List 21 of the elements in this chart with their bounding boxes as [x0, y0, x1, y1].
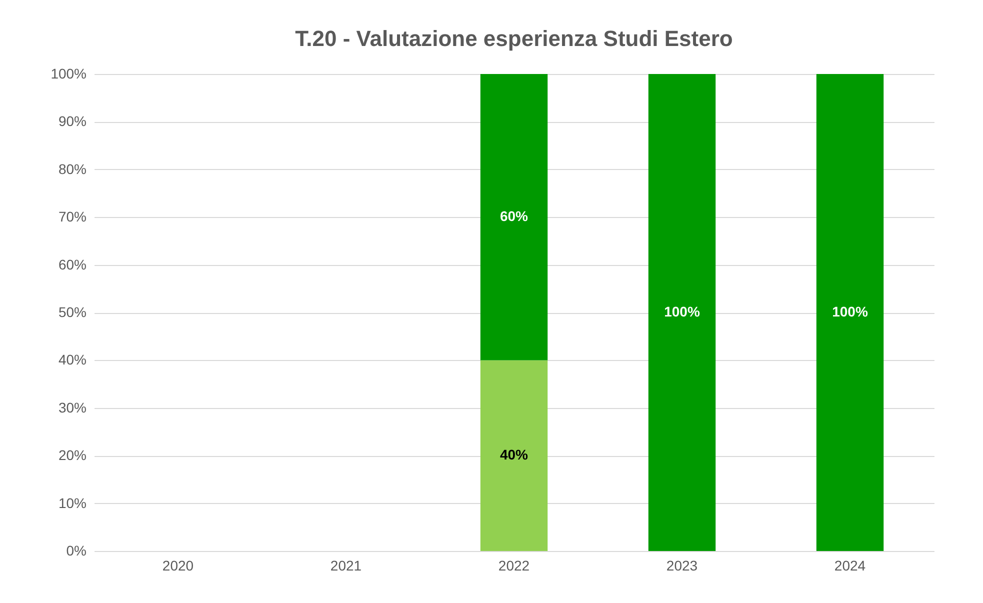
x-tick-label: 2024 — [834, 558, 866, 574]
y-tick-label: 20% — [58, 447, 86, 464]
y-tick-label: 0% — [66, 542, 86, 558]
data-label: 100% — [832, 304, 868, 320]
x-tick-label: 2022 — [498, 558, 530, 574]
data-label: 40% — [500, 446, 529, 463]
x-tick-label: 2021 — [330, 558, 362, 574]
x-tick-label: 2023 — [666, 558, 698, 574]
y-tick-label: 30% — [58, 399, 86, 416]
chart-title: T.20 - Valutazione esperienza Studi Estero — [295, 26, 733, 51]
y-tick-label: 70% — [58, 208, 86, 225]
y-tick-label: 10% — [58, 494, 86, 511]
y-tick-label: 50% — [58, 304, 86, 320]
y-tick-label: 90% — [58, 113, 86, 130]
y-tick-label: 60% — [58, 256, 86, 272]
y-tick-label: 80% — [58, 160, 86, 177]
y-tick-label: 40% — [58, 352, 86, 368]
x-tick-label: 2020 — [162, 558, 194, 574]
data-label: 60% — [500, 208, 529, 224]
data-label: 100% — [664, 304, 700, 320]
y-tick-label: 100% — [50, 66, 86, 82]
